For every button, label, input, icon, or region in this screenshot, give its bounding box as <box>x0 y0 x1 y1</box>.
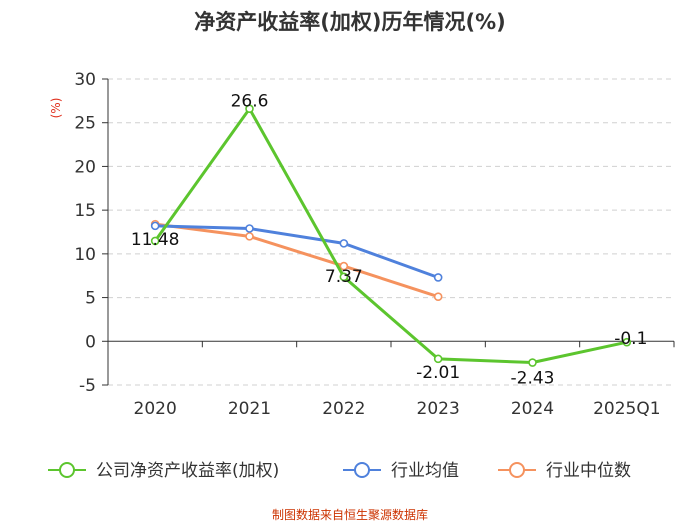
x-tick-label: 2024 <box>511 399 554 419</box>
data-label: -2.01 <box>416 363 460 383</box>
data-point <box>622 337 632 347</box>
chart-title: 净资产收益率(加权)历年情况(%) <box>194 10 506 34</box>
data-point <box>150 236 160 246</box>
y-tick-label: 10 <box>74 245 96 265</box>
legend-marker <box>354 462 370 478</box>
legend-marker <box>509 462 525 478</box>
data-point <box>433 273 443 282</box>
y-axis-label: (%) <box>49 98 63 119</box>
data-labels: 11.48 26.6 7.37 -2.01 -2.43 -0.1 <box>131 92 648 389</box>
x-tick-label: 2020 <box>134 399 177 419</box>
y-tick-label: 20 <box>74 157 96 177</box>
data-point <box>339 239 349 248</box>
x-tick-label: 2021 <box>228 399 271 419</box>
y-tick-label: 15 <box>74 201 96 221</box>
data-label: 26.6 <box>231 92 269 112</box>
series-line <box>153 107 628 364</box>
data-label: 11.48 <box>131 230 180 250</box>
axes: -5 0 5 10 15 20 25 30 2020 2021 2022 2023 2024 2025Q1… <box>49 70 675 419</box>
series-line <box>155 222 439 299</box>
x-tick-label: 2023 <box>417 399 460 419</box>
y-tick-label: 0 <box>85 332 96 352</box>
y-tick-label: 5 <box>85 289 96 309</box>
legend-label: 公司净资产收益率(加权) <box>96 461 279 481</box>
source-note: 制图数据来自恒生聚源数据库 <box>271 508 428 522</box>
series-lines <box>150 104 632 367</box>
data-label: -0.1 <box>614 329 647 349</box>
x-tick-label: 2025Q1 <box>593 399 660 419</box>
y-tick-label: -5 <box>79 376 96 396</box>
data-label: 7.37 <box>325 267 363 287</box>
series-line <box>155 224 439 279</box>
data-point <box>433 292 443 301</box>
x-tick-label: 2022 <box>322 399 365 419</box>
data-point <box>245 224 254 233</box>
data-point <box>245 232 254 241</box>
data-point <box>433 354 443 364</box>
legend-label: 行业均值 <box>391 461 459 481</box>
data-point <box>339 272 349 282</box>
grid-lines <box>108 78 674 386</box>
y-tick-label: 25 <box>74 114 96 134</box>
legend: 公司净资产收益率(加权) 行业均值 行业中位数 <box>48 461 631 481</box>
legend-label: 行业中位数 <box>546 461 631 481</box>
data-point <box>150 221 160 231</box>
data-point <box>245 104 254 114</box>
legend-marker <box>59 462 75 478</box>
data-label: -2.43 <box>511 369 555 389</box>
data-point <box>528 358 537 367</box>
y-tick-label: 30 <box>74 70 96 90</box>
data-point <box>339 261 349 271</box>
